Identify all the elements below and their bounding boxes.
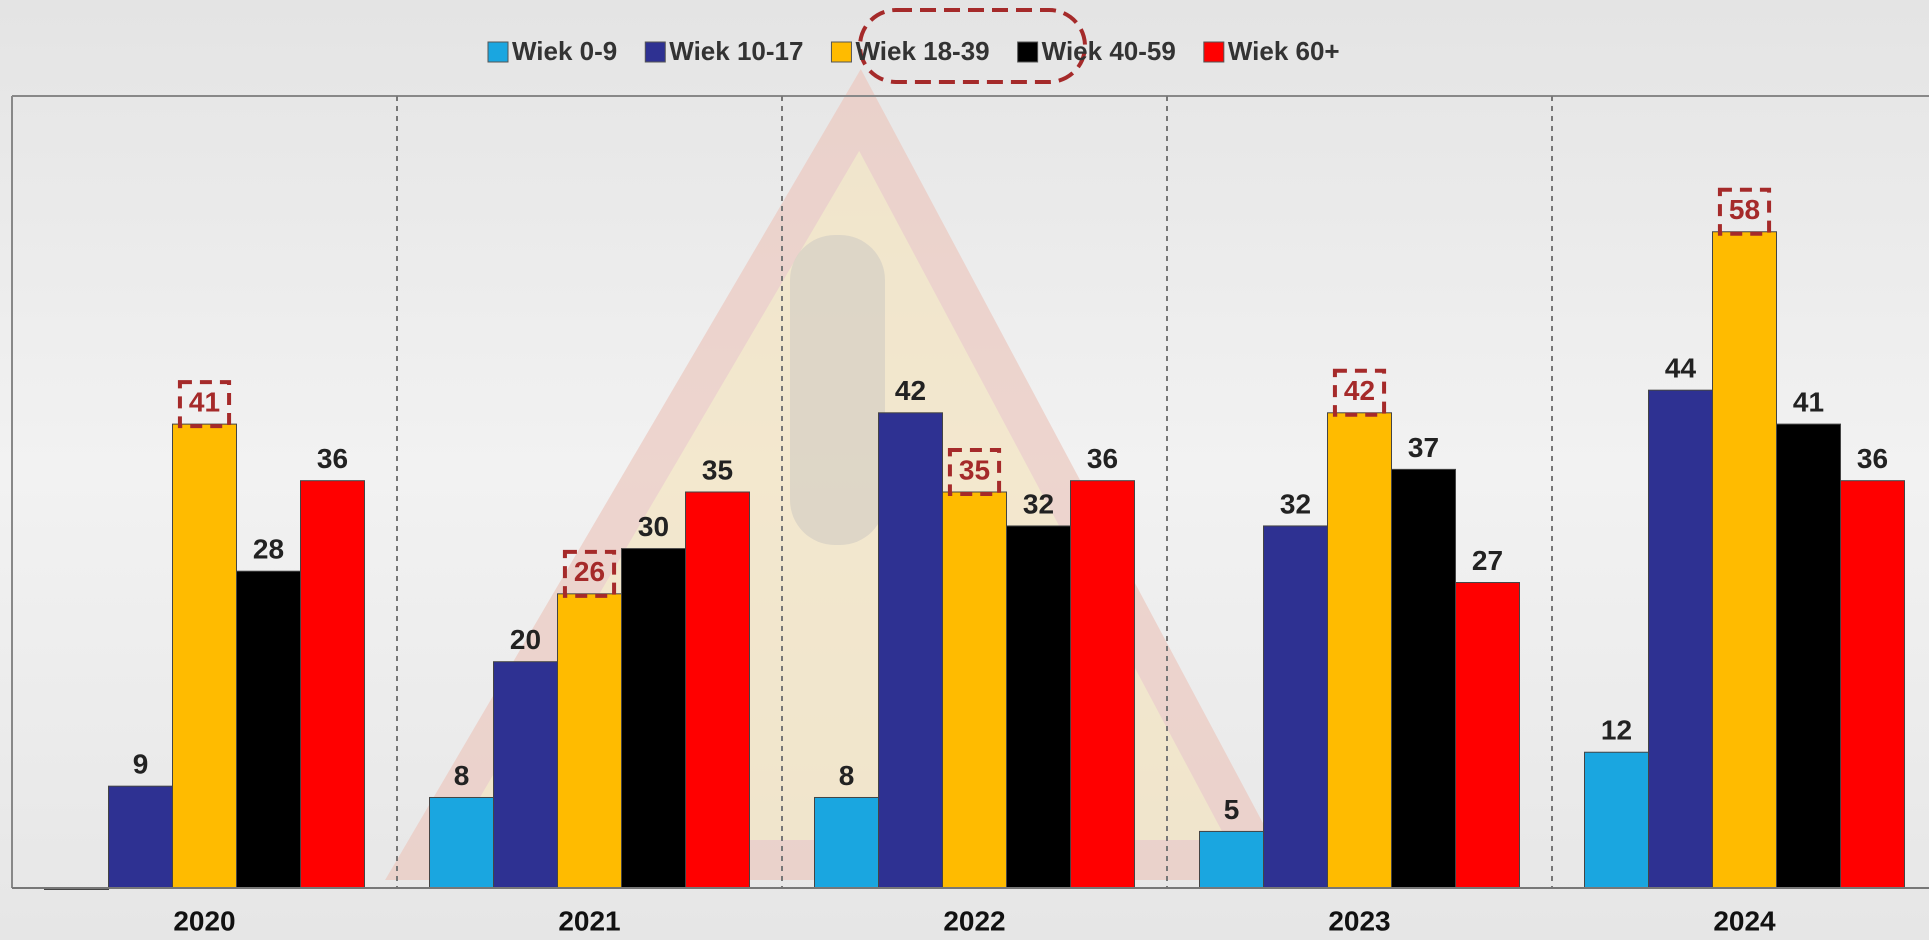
data-label: 8 — [454, 760, 470, 791]
data-label: 42 — [895, 375, 926, 406]
data-label: 9 — [133, 749, 149, 780]
bar — [1585, 752, 1649, 888]
legend-swatch — [645, 42, 665, 62]
legend-swatch — [1018, 42, 1038, 62]
data-label: 30 — [638, 511, 669, 542]
data-label: 41 — [1793, 387, 1824, 418]
data-label: 8 — [839, 760, 855, 791]
bar — [301, 481, 365, 888]
legend-swatch — [488, 42, 508, 62]
data-label: 36 — [317, 443, 348, 474]
bar — [1392, 469, 1456, 888]
data-label: 12 — [1601, 715, 1632, 746]
bar — [430, 797, 494, 888]
bar — [173, 424, 237, 888]
bar — [1200, 831, 1264, 888]
legend-label: Wiek 40-59 — [1042, 36, 1176, 66]
x-tick-label: 2021 — [558, 905, 620, 936]
x-tick-label: 2022 — [943, 905, 1005, 936]
legend-label: Wiek 18-39 — [855, 36, 989, 66]
bar — [686, 492, 750, 888]
data-label: 42 — [1344, 375, 1375, 406]
bar — [1649, 390, 1713, 888]
data-label: 20 — [510, 624, 541, 655]
x-tick-label: 2020 — [173, 905, 235, 936]
bar — [237, 571, 301, 888]
data-label: 26 — [574, 556, 605, 587]
legend-swatch — [1204, 42, 1224, 62]
bar — [622, 549, 686, 888]
data-label: 5 — [1224, 794, 1240, 825]
data-label: 41 — [189, 387, 220, 418]
data-label: 36 — [1087, 443, 1118, 474]
legend-swatch — [831, 42, 851, 62]
data-label: 35 — [959, 454, 990, 485]
data-label: 58 — [1729, 194, 1760, 225]
bar — [1713, 232, 1777, 888]
bar — [1007, 526, 1071, 888]
data-label: 36 — [1857, 443, 1888, 474]
bar — [109, 786, 173, 888]
data-label: 27 — [1472, 545, 1503, 576]
data-label: 35 — [702, 454, 733, 485]
page: {"chart_data": {"type": "bar", "categori… — [0, 0, 1929, 940]
legend-label: Wiek 0-9 — [512, 36, 617, 66]
data-label: 44 — [1665, 353, 1697, 384]
warning-sign-mark — [790, 235, 885, 545]
bar — [494, 662, 558, 888]
bar — [1777, 424, 1841, 888]
bar — [879, 413, 943, 888]
data-label: 28 — [253, 534, 284, 565]
data-label: 32 — [1023, 488, 1054, 519]
bar — [1456, 583, 1520, 888]
data-label: 37 — [1408, 432, 1439, 463]
legend-label: Wiek 10-17 — [669, 36, 803, 66]
legend-label: Wiek 60+ — [1228, 36, 1340, 66]
x-tick-label: 2023 — [1328, 905, 1390, 936]
bar — [1328, 413, 1392, 888]
data-label: 32 — [1280, 488, 1311, 519]
chart: Wiek 0-9 Wiek 10-17 Wiek 18-39 Wiek 40-59 Wi… — [0, 0, 1929, 940]
bar — [1264, 526, 1328, 888]
bar — [1071, 481, 1135, 888]
bar — [943, 492, 1007, 888]
bar — [558, 594, 622, 888]
x-tick-label: 2024 — [1713, 905, 1776, 936]
bar — [815, 797, 879, 888]
bar — [1841, 481, 1905, 888]
